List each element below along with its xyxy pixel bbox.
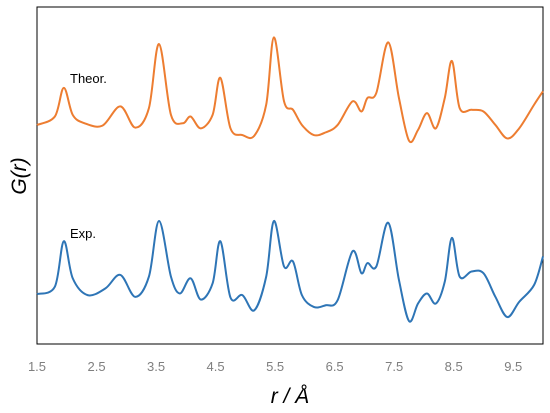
x-tick-label-2: 3.5 — [147, 359, 165, 374]
series-line-0 — [36, 36, 544, 144]
x-tick-label-0: 1.5 — [28, 359, 46, 374]
series-label-theor: Theor. — [70, 71, 107, 86]
series-line-1 — [36, 219, 544, 323]
plot-frame — [36, 6, 544, 345]
x-tick-label-5: 6.5 — [326, 359, 344, 374]
x-tick-label-1: 2.5 — [87, 359, 105, 374]
series-layer — [36, 36, 544, 323]
x-tick-label-6: 7.5 — [385, 359, 403, 374]
x-tick-label-4: 5.5 — [266, 359, 284, 374]
y-axis-title: G(r) — [8, 157, 31, 194]
x-tick-label-3: 4.5 — [207, 359, 225, 374]
x-tick-label-8: 9.5 — [504, 359, 522, 374]
x-axis-ticks: 1.5 2.5 3.5 4.5 5.5 6.5 7.5 8.5 9.5 — [28, 359, 522, 374]
x-axis-title: r / Å — [271, 385, 310, 408]
series-label-exp: Exp. — [70, 226, 96, 241]
x-tick-label-7: 8.5 — [445, 359, 463, 374]
